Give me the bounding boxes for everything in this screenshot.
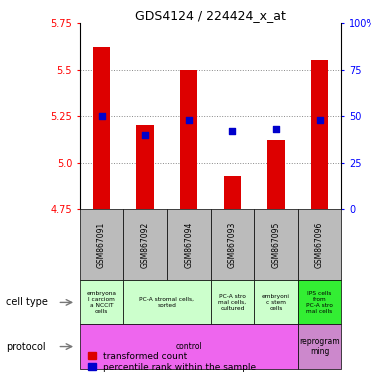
Bar <box>80 209 123 280</box>
Text: PC-A stro
mal cells,
cultured: PC-A stro mal cells, cultured <box>218 294 246 311</box>
Text: IPS cells
from
PC-A stro
mal cells: IPS cells from PC-A stro mal cells <box>306 291 333 314</box>
Text: GSM867094: GSM867094 <box>184 222 193 268</box>
Bar <box>180 70 197 209</box>
Text: reprogram
ming: reprogram ming <box>299 337 340 356</box>
Text: GSM867091: GSM867091 <box>97 222 106 268</box>
Bar <box>298 209 341 280</box>
Bar <box>224 176 241 209</box>
Text: GSM867093: GSM867093 <box>228 222 237 268</box>
Text: protocol: protocol <box>6 341 46 352</box>
Bar <box>211 280 254 324</box>
Bar <box>167 209 211 280</box>
Point <box>229 128 235 134</box>
Point <box>273 126 279 132</box>
Point <box>99 113 105 119</box>
Bar <box>80 280 123 324</box>
Text: GSM867095: GSM867095 <box>272 222 280 268</box>
Text: PC-A stromal cells,
sorted: PC-A stromal cells, sorted <box>139 297 194 308</box>
Bar <box>298 280 341 324</box>
Bar <box>123 209 167 280</box>
Bar <box>137 126 154 209</box>
Title: GDS4124 / 224424_x_at: GDS4124 / 224424_x_at <box>135 9 286 22</box>
Legend: transformed count, percentile rank within the sample: transformed count, percentile rank withi… <box>84 348 260 376</box>
Point <box>142 132 148 138</box>
Bar <box>93 47 110 209</box>
Text: cell type: cell type <box>6 297 48 308</box>
Point <box>316 117 322 123</box>
Bar <box>254 209 298 280</box>
Bar <box>311 60 328 209</box>
Bar <box>267 141 285 209</box>
Bar <box>80 324 298 369</box>
Bar <box>298 324 341 369</box>
Bar <box>211 209 254 280</box>
Bar <box>123 280 211 324</box>
Point <box>186 117 192 123</box>
Text: GSM867092: GSM867092 <box>141 222 150 268</box>
Text: GSM867096: GSM867096 <box>315 222 324 268</box>
Bar <box>254 280 298 324</box>
Text: embryoni
c stem
cells: embryoni c stem cells <box>262 294 290 311</box>
Text: control: control <box>175 342 202 351</box>
Text: embryona
l carciom
a NCCIT
cells: embryona l carciom a NCCIT cells <box>86 291 116 314</box>
